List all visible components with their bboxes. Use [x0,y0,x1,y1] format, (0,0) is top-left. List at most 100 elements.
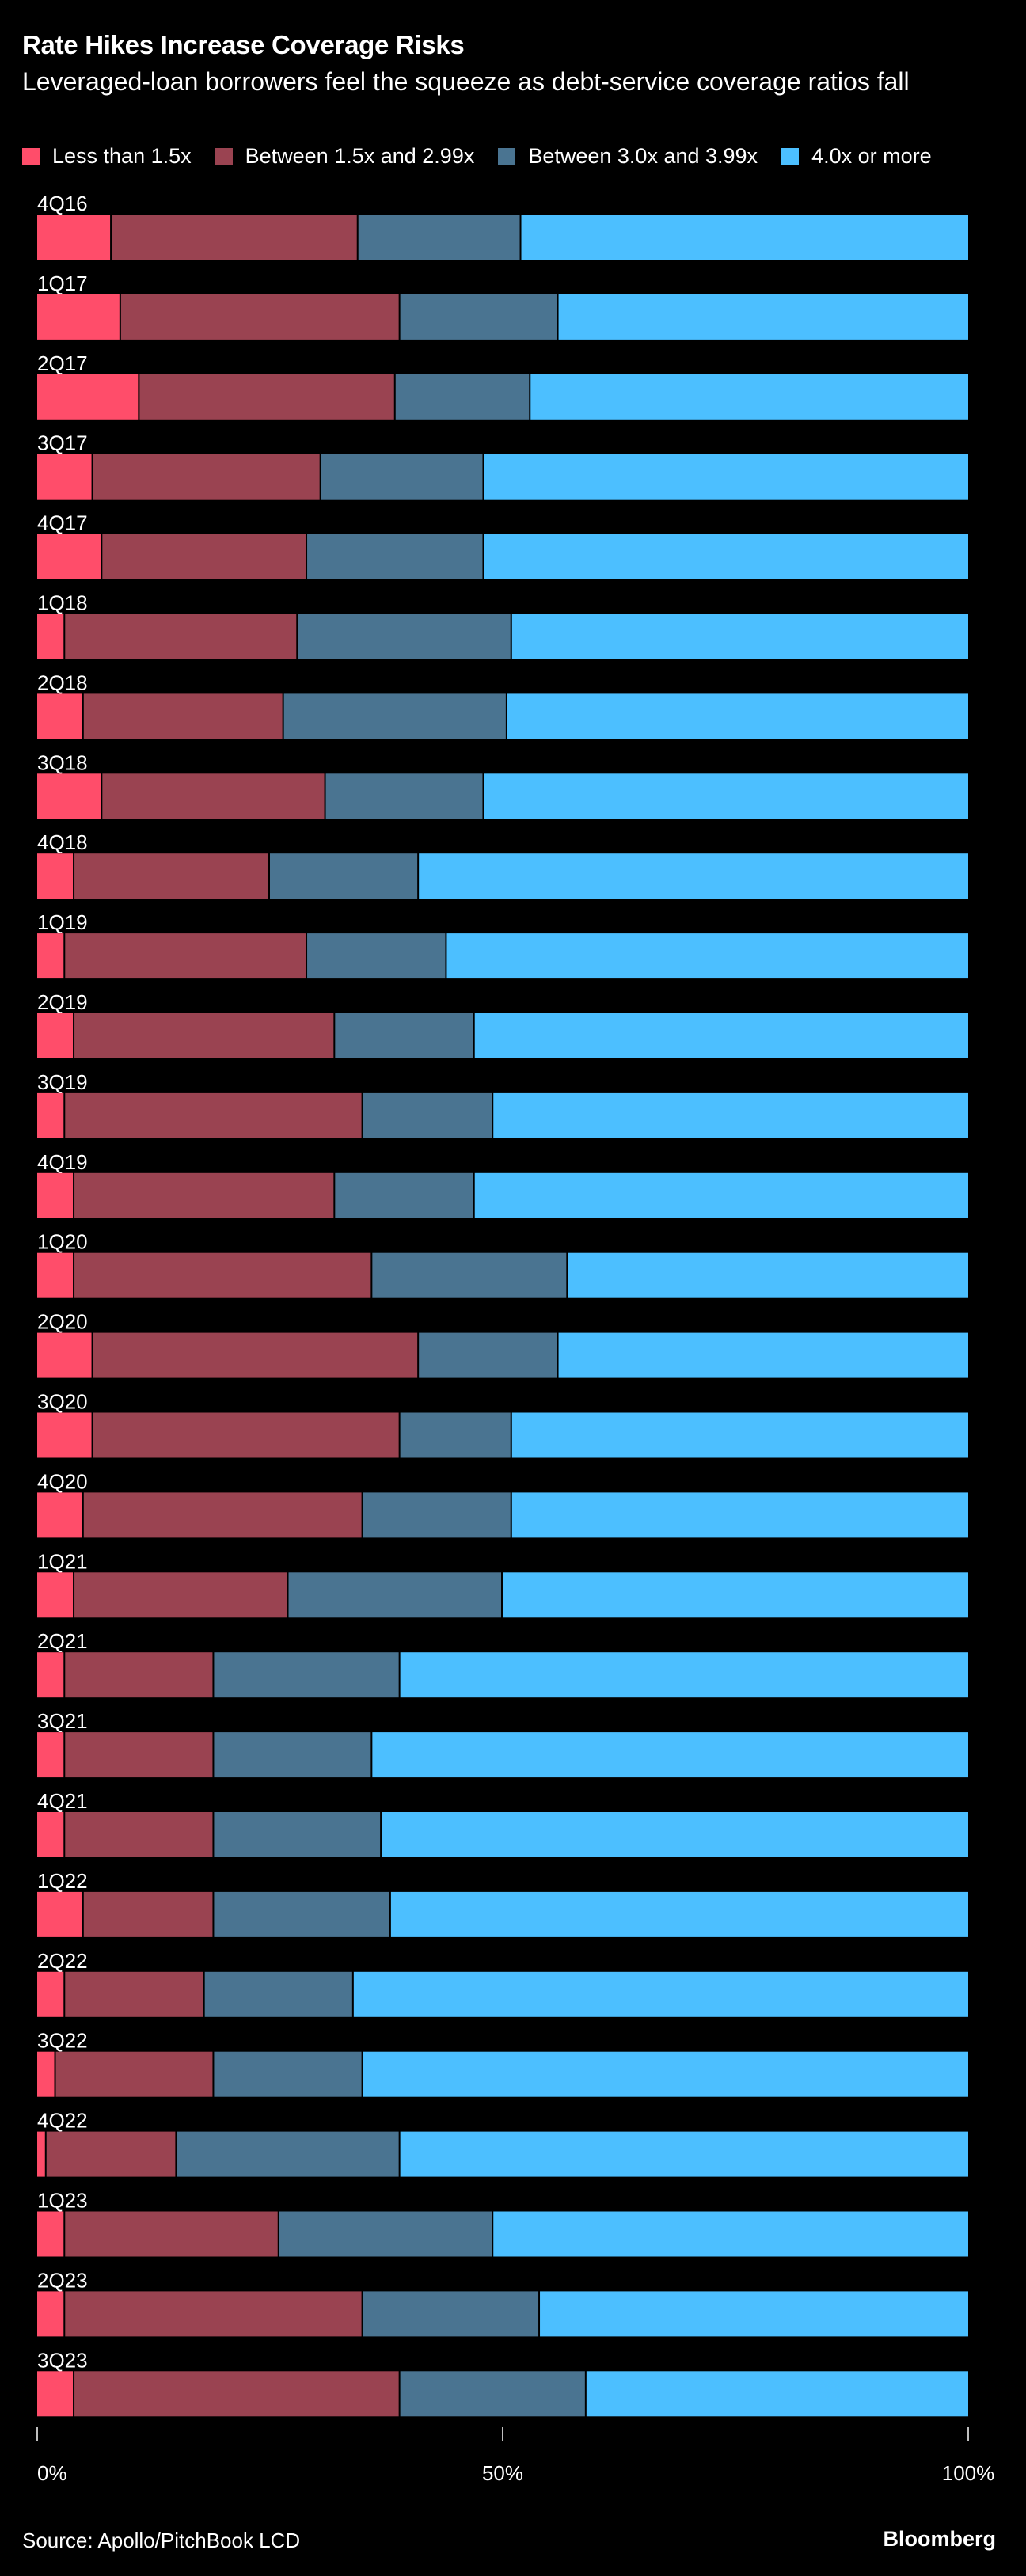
bar-segment [37,773,101,819]
bar-segment [37,1891,82,1937]
category-label: 3Q23 [37,2348,88,2372]
bar-segment [307,933,446,979]
bar-segment [419,1332,557,1378]
bar-segment [65,1652,213,1698]
bar-segment [400,2131,968,2177]
bar-segment [74,1572,287,1618]
bar-segment [139,374,394,420]
bloomberg-logo: Bloomberg [883,2527,996,2551]
bar-segment [558,1332,968,1378]
bar-segment [65,1092,362,1138]
category-label: 1Q17 [37,272,88,295]
legend-swatch [215,147,233,165]
bar-segment [74,853,268,899]
bar-segment [390,1891,968,1937]
bar-segment [65,1812,213,1857]
category-label: 1Q22 [37,1869,88,1893]
bar-segment [358,215,520,260]
bar-segment [363,1492,511,1538]
bar-segment [120,294,399,340]
bar-segment [363,1092,492,1138]
bar-segment [214,1812,381,1857]
bar-segment [37,2211,64,2257]
bar-segment [540,2291,968,2337]
category-label: 3Q18 [37,750,88,774]
bar-segment [446,933,968,979]
bar-segment [37,693,82,739]
bar-segment [279,2211,492,2257]
category-label: 2Q18 [37,671,88,694]
bar-segment [353,1971,969,2017]
bar-segment [83,1891,213,1937]
bar-segment [74,1172,334,1218]
category-label: 3Q20 [37,1390,88,1414]
bar-segment [372,1252,567,1298]
bar-segment [37,614,64,659]
chart-subtitle: Leveraged-loan borrowers feel the squeez… [22,67,910,96]
bar-segment [37,1652,64,1698]
bar-segment [37,1332,92,1378]
bar-segment [325,773,483,819]
bar-segment [93,1332,418,1378]
bar-segment [37,933,64,979]
legend-swatch [22,147,40,165]
category-label: 4Q22 [37,2109,88,2133]
legend-label: Less than 1.5x [52,144,192,168]
bar-segment [93,1412,399,1458]
category-label: 3Q17 [37,431,88,455]
bar-segment [37,454,92,500]
bar-segment [37,215,111,260]
legend-item-4-0x-or-more: 4.0x or more [781,144,932,169]
bar-segment [93,454,320,500]
category-label: 1Q21 [37,1549,88,1573]
bar-segment [65,1971,203,2017]
chart-title: Rate Hikes Increase Coverage Risks [22,30,465,59]
bar-segment [37,1812,64,1857]
category-label: 4Q20 [37,1469,88,1493]
bar-segment [37,2051,55,2097]
bar-segment [372,1732,968,1778]
category-label: 1Q18 [37,591,88,615]
category-label: 2Q21 [37,1629,88,1653]
bar-segment [395,374,530,420]
bar-segment [511,614,968,659]
bar-segment [37,1013,74,1058]
bar-segment [493,1092,968,1138]
bar-segment [288,1572,501,1618]
bar-segment [307,534,483,579]
bar-segment [474,1172,968,1218]
bar-segment [474,1013,968,1058]
bar-segment [363,2051,969,2097]
bar-segment [37,1971,64,2017]
bar-segment [74,1013,334,1058]
bar-segment [74,2371,399,2417]
bar-segment [112,215,357,260]
bar-segment [503,1572,968,1618]
bar-segment [37,1412,92,1458]
legend-swatch [781,147,800,165]
bar-segment [37,1092,64,1138]
x-tick-label: 100% [942,2461,995,2485]
category-label: 2Q19 [37,990,88,1014]
bar-segment [586,2371,968,2417]
bar-segment [568,1252,968,1298]
bar-segment [37,853,74,899]
category-label: 2Q22 [37,1949,88,1973]
bar-segment [400,2371,585,2417]
legend-item-less-than-1-5x: Less than 1.5x [22,144,192,169]
bar-segment [37,2291,64,2337]
bar-segment [37,1572,74,1618]
bar-segment [55,2051,213,2097]
bar-segment [400,1652,968,1698]
bar-segment [400,294,557,340]
stacked-bar-chart: 4Q16 1Q17 2Q17 3Q17 4Q17 1Q18 2Q18 3Q18 4Q18 1Q19… [36,192,995,2485]
bar-segment [214,1652,399,1698]
legend-label: 4.0x or more [811,144,932,168]
bar-segment [65,1732,213,1778]
bar-segment [37,1492,82,1538]
bar-segment [102,773,325,819]
legend-label: Between 3.0x and 3.99x [528,144,758,168]
bar-segment [484,454,968,500]
x-tick-label: 0% [37,2461,67,2485]
category-label: 4Q19 [37,1150,88,1174]
